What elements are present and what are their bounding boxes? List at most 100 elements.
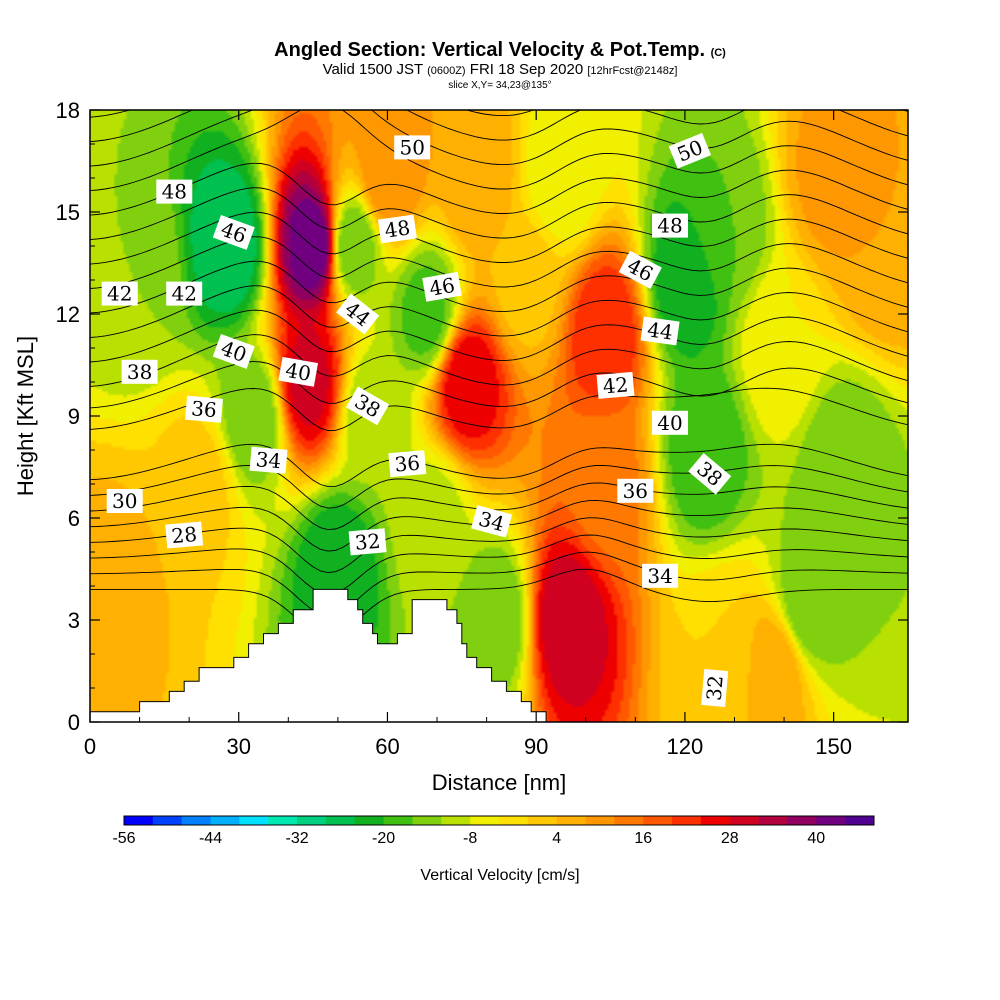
theta-contour-line <box>90 0 908 19</box>
theta-contour-line <box>90 110 908 143</box>
theta-label-text: 44 <box>646 317 675 344</box>
x-tick-label: 30 <box>226 734 250 759</box>
theta-label: 34 <box>249 446 288 474</box>
theta-label-box <box>156 179 193 204</box>
theta-label-text: 48 <box>657 214 682 238</box>
theta-contour-line <box>90 534 908 595</box>
theta-label-box <box>249 446 288 474</box>
theta-contour-line <box>90 482 908 531</box>
theta-label-text: 34 <box>647 564 672 588</box>
theta-label: 42 <box>101 281 138 306</box>
colorbar-swatch <box>470 816 500 825</box>
theta-label-box <box>388 450 427 478</box>
theta-label-box <box>101 281 138 306</box>
theta-contour-line <box>90 517 908 574</box>
theta-label-text: 30 <box>112 489 137 513</box>
colorbar-swatch <box>383 816 413 825</box>
colorbar-swatch <box>845 816 875 825</box>
theta-label: 44 <box>640 316 680 346</box>
theta-label-box <box>106 489 143 513</box>
theta-label-text: 38 <box>127 360 152 384</box>
theta-label: 32 <box>701 669 729 707</box>
y-tick-label: 3 <box>68 608 80 633</box>
terrain <box>90 588 547 722</box>
colorbar-swatch <box>816 816 846 825</box>
theta-label-box <box>377 214 417 244</box>
theta-label: 48 <box>652 213 688 238</box>
theta-label-box <box>596 371 635 399</box>
theta-contour-line <box>90 110 908 167</box>
theta-label-box <box>336 293 380 335</box>
chart-slice: slice X,Y= 34,23@135° <box>448 80 551 91</box>
colorbar-title: Vertical Velocity [cm/s] <box>420 867 579 884</box>
theta-label-box <box>348 528 387 556</box>
chart-valid-time: Valid 1500 JST (0600Z) FRI 18 Sep 2020 [… <box>323 61 678 78</box>
colorbar-swatch <box>181 816 211 825</box>
theta-label-box <box>165 521 204 549</box>
colorbar-swatch <box>787 816 817 825</box>
theta-contour-line <box>90 464 908 509</box>
colorbar-swatch <box>527 816 558 825</box>
colorbar-tick-label: 4 <box>552 830 561 847</box>
theta-label-box <box>212 333 255 369</box>
y-tick-label: 6 <box>68 506 80 531</box>
colorbar-swatch <box>124 816 154 825</box>
x-axis-title: Distance [nm] <box>432 770 567 795</box>
colorbar-swatch <box>700 816 731 825</box>
theta-label-box <box>422 271 462 302</box>
y-tick-label: 0 <box>68 710 80 735</box>
colorbar-tick-label: -8 <box>463 830 477 847</box>
colorbar-tick-label: -44 <box>199 830 222 847</box>
theta-label-text: 28 <box>170 522 197 548</box>
y-tick-label: 15 <box>56 200 80 225</box>
colorbar-swatch <box>643 816 673 825</box>
theta-contour-line <box>90 285 908 338</box>
x-tick-label: 0 <box>84 734 96 759</box>
theta-label: 42 <box>596 371 635 399</box>
theta-label-box <box>212 214 255 250</box>
theta-contour-line <box>90 260 908 314</box>
colorbar-swatch <box>354 816 385 825</box>
theta-contour-line <box>90 568 908 638</box>
colorbar-tick-label: -20 <box>372 830 395 847</box>
theta-label-text: 32 <box>354 529 381 555</box>
theta-label-text: 50 <box>399 135 424 159</box>
theta-label: 30 <box>106 489 143 513</box>
theta-label-box <box>346 386 390 426</box>
theta-label: 48 <box>156 179 193 204</box>
theta-label: 36 <box>185 395 223 423</box>
colorbar-swatch <box>614 816 644 825</box>
colorbar-swatch <box>297 816 327 825</box>
theta-label-box <box>652 410 688 435</box>
theta-label: 50 <box>394 135 431 160</box>
theta-label: 46 <box>422 271 462 302</box>
x-tick-label: 90 <box>524 734 548 759</box>
theta-label: 36 <box>617 478 654 503</box>
theta-label-box <box>652 213 688 238</box>
theta-label-text: 46 <box>427 273 456 301</box>
theta-label-text: 42 <box>107 282 132 306</box>
theta-label-box <box>668 132 712 169</box>
theta-label-text: 36 <box>190 396 217 422</box>
colorbar-swatch <box>758 816 788 825</box>
theta-contour-line <box>90 0 908 44</box>
theta-label-text: 36 <box>623 479 648 503</box>
colorbar-swatch <box>556 816 586 825</box>
x-axis: 0 30 60 90 120 150 <box>84 110 884 759</box>
vertical-velocity-field <box>90 110 908 722</box>
theta-label: 48 <box>377 214 417 244</box>
theta-label-text: 32 <box>702 674 728 701</box>
theta-contour-line <box>90 162 908 216</box>
theta-label: 28 <box>165 521 204 549</box>
theta-label-box <box>185 395 223 423</box>
theta-label-text: 40 <box>657 411 682 435</box>
colorbar-swatch <box>210 816 240 825</box>
colorbar-swatch <box>268 816 298 825</box>
x-tick-label: 120 <box>667 734 704 759</box>
colorbar-swatch <box>441 816 471 825</box>
theta-label-box <box>617 478 654 503</box>
x-tick-label: 150 <box>815 734 852 759</box>
theta-label-text: 42 <box>171 282 196 306</box>
y-tick-label: 18 <box>56 98 80 123</box>
